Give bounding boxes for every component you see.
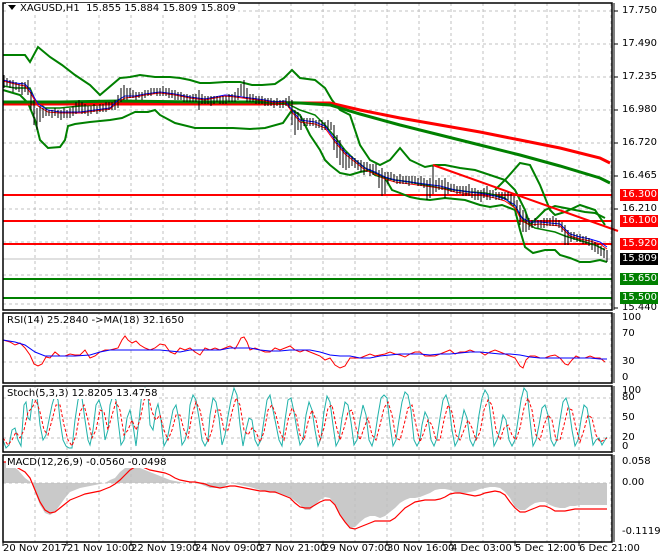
time-label: 29 Nov 07:00 — [323, 543, 391, 554]
price-tick: 15.440 — [622, 302, 657, 313]
macd-panel-border — [2, 454, 613, 543]
time-label: 20 Nov 2017 — [3, 543, 68, 554]
stoch-label: Stoch(5,3,3) 12.8205 13.4758 — [6, 388, 159, 399]
price-tick: 16.980 — [622, 104, 657, 115]
high-value: 15.884 — [124, 3, 160, 14]
time-label: 5 Dec 12:00 — [515, 543, 576, 554]
main-hgrid — [3, 10, 612, 305]
time-label: 24 Nov 09:00 — [195, 543, 263, 554]
open-value: 15.855 — [86, 3, 122, 14]
symbol-label: XAGUSD,H1 — [20, 3, 80, 14]
price-tick: 16.465 — [622, 170, 657, 181]
trendline-red — [432, 164, 619, 232]
stoch-tick: 20 — [622, 432, 635, 443]
bollinger-upper — [3, 45, 606, 227]
support-tag-1: 15.650 — [620, 273, 658, 285]
dropdown-triangle-icon[interactable] — [8, 5, 16, 10]
price-axis-ticks — [614, 10, 618, 309]
rsi-tick: 0 — [622, 372, 629, 383]
main-panel-border — [2, 2, 613, 311]
stoch-tick: 100 — [622, 385, 642, 396]
rsi-ma-line — [2, 339, 607, 360]
time-label: 6 Dec 21:00 — [579, 543, 640, 554]
stoch-main-line — [2, 386, 608, 449]
low-value: 15.809 — [162, 3, 198, 14]
stoch-signal-line — [2, 393, 608, 448]
rsi-tick: 100 — [622, 312, 642, 323]
macd-tick: -0.1119 — [622, 526, 660, 537]
support-lines — [3, 278, 612, 299]
time-axis-ticks — [2, 542, 580, 546]
current-price-tag: 15.809 — [620, 253, 658, 265]
rsi-panel[interactable] — [2, 312, 613, 384]
close-value: 15.809 — [200, 3, 236, 14]
macd-signal-line — [3, 461, 607, 530]
price-tick: 16.720 — [622, 137, 657, 148]
fast-ma-blue — [2, 79, 608, 248]
macd-tick: 0.058 — [622, 456, 651, 467]
macd-histogram — [3, 462, 607, 528]
time-label: 22 Nov 19:00 — [131, 543, 199, 554]
support-tag-2: 15.500 — [620, 292, 658, 304]
fast-ma-red — [2, 80, 608, 250]
price-tick: 16.210 — [622, 203, 657, 214]
rsi-panel-border — [2, 312, 613, 384]
time-label: 30 Nov 16:00 — [387, 543, 455, 554]
resistance-tag-3: 15.920 — [620, 238, 658, 250]
macd-tick: 0.00 — [622, 477, 645, 488]
price-tick: 17.235 — [622, 71, 657, 82]
rsi-tick: 30 — [622, 356, 635, 367]
time-label: 21 Nov 10:00 — [67, 543, 135, 554]
stoch-tick: 0 — [622, 441, 629, 452]
macd-label: MACD(12,26,9) -0.0560 -0.0498 — [6, 457, 168, 468]
ohlc-bars — [3, 75, 608, 262]
stoch-panel-border — [2, 385, 613, 453]
slow-ma-red — [3, 101, 611, 165]
time-label: 4 Dec 03:00 — [451, 543, 512, 554]
resistance-tag-1: 16.300 — [620, 189, 658, 201]
macd-panel[interactable] — [2, 454, 613, 543]
chart-header: XAGUSD,H1 15.855 15.884 15.809 15.809 — [6, 3, 238, 14]
slow-ma-green — [3, 99, 611, 185]
time-label: 27 Nov 21:00 — [259, 543, 327, 554]
stoch-tick: 50 — [622, 412, 635, 423]
rsi-tick: 70 — [622, 328, 635, 339]
resistance-tag-2: 16.100 — [620, 215, 658, 227]
price-tick: 17.750 — [622, 5, 657, 16]
price-tick: 17.490 — [622, 38, 657, 49]
bollinger-lower — [2, 89, 608, 263]
main-price-panel[interactable] — [2, 2, 619, 311]
bollinger-upper-2 — [494, 161, 606, 226]
stoch-panel[interactable] — [2, 385, 613, 453]
stoch-tick: 80 — [622, 392, 635, 403]
rsi-line — [2, 335, 606, 369]
rsi-label: RSI(14) 25.2840 ->MA(18) 32.1650 — [6, 315, 185, 326]
